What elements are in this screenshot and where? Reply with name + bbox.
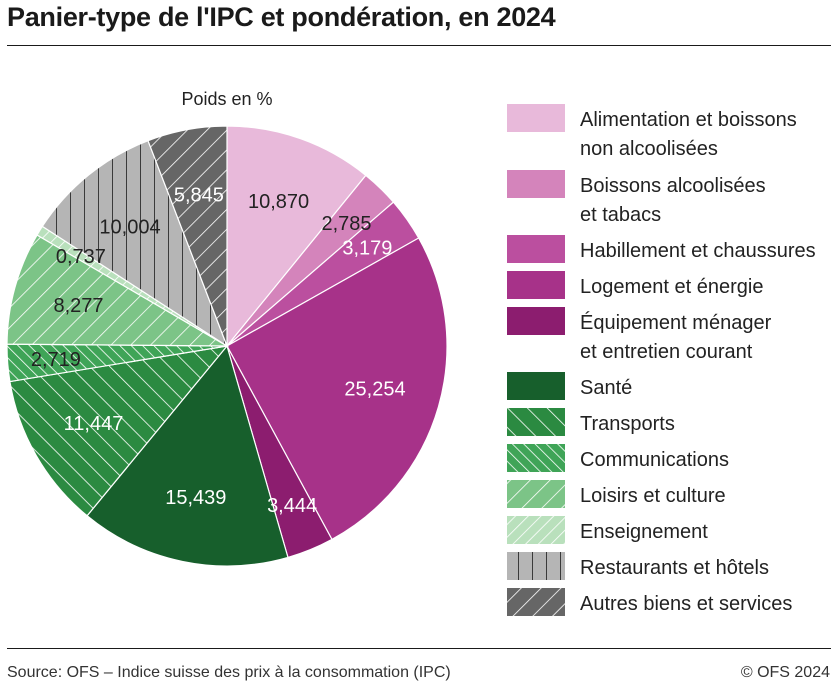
slice-value-label: 11,447 bbox=[64, 413, 124, 435]
pie-slice bbox=[9, 345, 229, 517]
legend-label: Habillement et chaussures bbox=[580, 240, 816, 262]
slice-value-label: 15,439 bbox=[165, 487, 226, 509]
chart-subtitle: Poids en % bbox=[181, 89, 272, 109]
legend-swatch bbox=[507, 408, 565, 436]
legend-swatch bbox=[507, 235, 565, 263]
pie-slice bbox=[226, 125, 367, 348]
legend-label: Transports bbox=[580, 413, 675, 435]
title-divider bbox=[7, 45, 831, 46]
legend-swatch bbox=[507, 588, 565, 616]
legend-label: Logement et énergie bbox=[580, 276, 763, 298]
legend-swatch bbox=[507, 372, 565, 400]
pie-slice bbox=[6, 234, 230, 347]
slice-value-label: 10,004 bbox=[99, 216, 160, 238]
legend-label: Loisirs et culture bbox=[580, 485, 726, 507]
legend-label: Enseignement bbox=[580, 521, 708, 543]
legend-swatch bbox=[507, 516, 565, 544]
pie-slice bbox=[147, 125, 228, 347]
legend-swatch bbox=[507, 170, 565, 198]
chart-title: Panier-type de l'IPC et pondération, en … bbox=[7, 2, 556, 32]
slice-value-label: 25,254 bbox=[344, 379, 405, 401]
slice-value-label: 5,845 bbox=[174, 185, 224, 207]
copyright-note: © OFS 2024 bbox=[740, 664, 830, 681]
legend-swatch bbox=[507, 552, 565, 580]
legend-label: Autres biens et services bbox=[580, 593, 792, 615]
slice-value-label: 3,179 bbox=[342, 237, 392, 259]
legend-label: Alimentation et boissons bbox=[580, 109, 797, 131]
source-note: Source: OFS – Indice suisse des prix à l… bbox=[7, 664, 451, 681]
slice-value-label: 8,277 bbox=[53, 295, 103, 317]
legend-swatch bbox=[507, 104, 565, 132]
slice-value-label: 2,785 bbox=[321, 213, 371, 235]
slice-value-label: 0,737 bbox=[56, 246, 106, 268]
legend-label: et entretien courant bbox=[580, 341, 753, 363]
pie-slice bbox=[41, 139, 229, 348]
legend-swatch bbox=[507, 271, 565, 299]
legend-label: Santé bbox=[580, 377, 632, 399]
legend-label: Boissons alcoolisées bbox=[580, 175, 766, 197]
legend-swatch bbox=[507, 307, 565, 335]
legend-label: non alcoolisées bbox=[580, 138, 718, 160]
legend-swatch bbox=[507, 444, 565, 472]
pie-slice bbox=[86, 344, 289, 567]
slice-value-label: 10,870 bbox=[248, 191, 309, 213]
legend-label: Communications bbox=[580, 449, 729, 471]
slice-value-label: 2,719 bbox=[31, 349, 81, 371]
footer-divider bbox=[7, 648, 831, 649]
pie-slice bbox=[226, 237, 448, 541]
legend-label: Équipement ménager bbox=[580, 311, 772, 334]
slice-value-label: 3,444 bbox=[267, 495, 317, 517]
legend-label: et tabacs bbox=[580, 204, 661, 226]
legend-label: Restaurants et hôtels bbox=[580, 557, 769, 579]
legend-swatch bbox=[507, 480, 565, 508]
